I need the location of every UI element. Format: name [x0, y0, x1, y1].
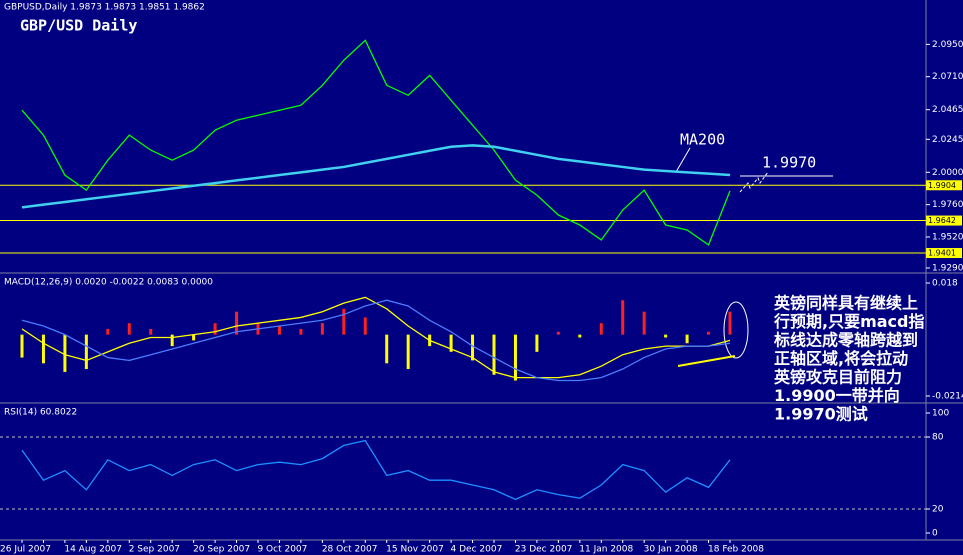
note-line: 标线达成零轴跨越到 — [773, 331, 918, 350]
x-tick-label: 14 Aug 2007 — [64, 545, 122, 555]
histogram-bar — [106, 328, 110, 335]
histogram-bar — [578, 334, 582, 338]
y-tick-label: 1.9760 — [932, 200, 963, 210]
level-box — [926, 180, 962, 191]
x-tick-label: 11 Jan 2008 — [579, 545, 633, 555]
x-tick-label: 15 Nov 2007 — [386, 545, 444, 555]
series-line — [21, 299, 731, 382]
y-tick-label: 100 — [932, 409, 949, 419]
chart-title: GBP/USD Daily — [20, 17, 137, 35]
y-tick-label: 0 — [932, 529, 938, 539]
note-line: 英镑攻克目前阻力 — [773, 368, 902, 387]
projection — [739, 171, 769, 193]
x-tick-label: 26 Jul 2007 — [0, 545, 51, 555]
y-tick-label: 2.0950 — [932, 40, 963, 50]
histogram-bar — [385, 334, 389, 364]
y-tick-label: 2.0710 — [932, 72, 963, 82]
ma-label: MA200 — [680, 131, 725, 149]
highlight-ellipse — [723, 301, 749, 359]
note-line: 1.9970测试 — [774, 405, 868, 424]
histogram-bar — [406, 334, 410, 370]
ma-pointer — [675, 147, 691, 173]
x-tick-label: 18 Feb 2008 — [708, 545, 764, 555]
y-tick-label: 2.0245 — [932, 135, 963, 145]
histogram-bar — [556, 331, 560, 335]
histogram-bar — [363, 317, 367, 335]
histogram-bar — [664, 334, 668, 338]
histogram-bar — [642, 311, 646, 335]
rsi-title: RSI(14) 60.8022 — [4, 408, 77, 418]
x-tick-label: 2 Sep 2007 — [129, 545, 180, 555]
histogram-bar — [471, 334, 475, 361]
trend-line — [677, 355, 736, 367]
macd-title: MACD(12,26,9) 0.0020 -0.0022 0.0083 0.00… — [4, 278, 213, 288]
y-tick-label: 2.0000 — [932, 168, 963, 178]
histogram-bar — [149, 328, 153, 335]
histogram-bar — [449, 334, 453, 352]
y-tick-label: 2.0465 — [932, 105, 963, 115]
level-label: 1.9642 — [928, 216, 956, 225]
histogram-bar — [342, 308, 346, 335]
x-tick-label: 30 Jan 2008 — [644, 545, 698, 555]
note-line: 1.9900一带并向 — [774, 386, 900, 405]
histogram-bar — [513, 334, 517, 381]
y-tick-label: 1.9290 — [932, 263, 963, 273]
histogram-bar — [277, 326, 281, 335]
histogram-bar — [192, 334, 196, 341]
y-tick-label: 20 — [932, 505, 944, 515]
level-label: 1.9904 — [928, 181, 956, 190]
note-line: 英镑同样具有继续上 — [773, 294, 918, 313]
level-box — [926, 248, 962, 259]
histogram-bar — [84, 334, 88, 370]
histogram-bar — [728, 311, 732, 335]
histogram-bar — [213, 323, 217, 335]
level-box — [926, 215, 962, 226]
series-line — [21, 144, 731, 209]
x-tick-label: 23 Dec 2007 — [515, 545, 573, 555]
x-tick-label: 9 Oct 2007 — [257, 545, 307, 555]
histogram-bar — [685, 334, 689, 344]
histogram-bar — [535, 334, 539, 352]
histogram-bar — [20, 334, 24, 358]
level-label: 1.9401 — [928, 249, 956, 258]
chart-subtitle: GBPUSD,Daily 1.9873 1.9873 1.9851 1.9862 — [4, 3, 205, 13]
y-tick-label: 80 — [932, 433, 944, 443]
histogram-bar — [63, 334, 67, 372]
histogram-bar — [621, 300, 625, 335]
x-tick-label: 20 Sep 2007 — [193, 545, 250, 555]
x-tick-label: 4 Dec 2007 — [451, 545, 503, 555]
histogram-bar — [235, 311, 239, 335]
histogram-bar — [492, 334, 496, 375]
histogram-bar — [170, 334, 174, 347]
histogram-bar — [41, 334, 45, 364]
histogram-bar — [707, 331, 711, 335]
histogram-bar — [320, 323, 324, 335]
note-line: 正轴区域,将会拉动 — [774, 349, 908, 368]
series-line — [21, 39, 731, 246]
x-tick-label: 28 Oct 2007 — [322, 545, 378, 555]
target-label: 1.9970 — [762, 154, 816, 172]
y-tick-label: 0.018 — [932, 279, 958, 289]
histogram-bar — [127, 323, 131, 335]
note-line: 行预期,只要macd指 — [773, 312, 925, 331]
histogram-bar — [299, 328, 303, 335]
y-tick-label: -0.0214 — [932, 391, 963, 401]
y-tick-label: 1.9520 — [932, 232, 963, 242]
histogram-bar — [599, 323, 603, 335]
series-line — [21, 439, 731, 501]
